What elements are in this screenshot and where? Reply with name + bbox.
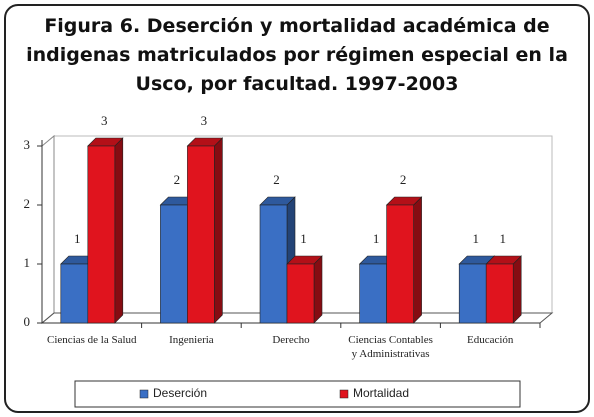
bar — [259, 204, 288, 324]
value-label: 1 — [300, 231, 307, 246]
bar — [87, 145, 116, 324]
value-label: 2 — [174, 172, 181, 187]
value-label: 1 — [472, 231, 479, 246]
bar-side — [313, 255, 323, 324]
x-tick-label: Ciencias de la Salud — [47, 334, 137, 346]
frame — [4, 4, 590, 413]
value-label: 2 — [273, 172, 280, 187]
legend-label: Deserción — [153, 386, 207, 400]
value-label: 3 — [201, 113, 208, 128]
value-label: 1 — [373, 231, 380, 246]
legend-label: Mortalidad — [353, 386, 409, 400]
x-tick-label: Derecho — [272, 334, 310, 346]
value-label: 3 — [101, 113, 108, 128]
value-label: 1 — [74, 231, 81, 246]
bar-side — [214, 137, 223, 324]
legend-swatch — [139, 389, 149, 399]
bar — [485, 263, 514, 324]
bar — [359, 263, 387, 324]
bar — [386, 204, 414, 324]
bar — [187, 145, 215, 324]
bar — [458, 263, 487, 324]
chart-title: Figura 6. Deserción y mortalidad académi… — [26, 15, 568, 95]
y-tick-label: 1 — [24, 255, 31, 270]
x-tick-label: Ingenieria — [169, 334, 214, 346]
bar — [286, 263, 315, 324]
legend-box — [74, 380, 521, 408]
bar — [60, 263, 89, 324]
bar-side — [413, 196, 422, 324]
y-tick-label: 2 — [24, 196, 31, 211]
value-label: 1 — [499, 231, 506, 246]
bar-side — [512, 255, 522, 324]
x-tick-label: Educación — [466, 334, 514, 346]
y-tick-label: 0 — [24, 314, 31, 329]
y-tick-label: 3 — [24, 137, 31, 152]
bar — [160, 204, 188, 324]
legend-swatch — [339, 389, 349, 399]
x-tick-label: Ciencias Contables y Administrativas — [348, 334, 433, 360]
value-label: 2 — [400, 172, 407, 187]
side-wall — [41, 134, 55, 325]
bar-side — [114, 137, 124, 324]
